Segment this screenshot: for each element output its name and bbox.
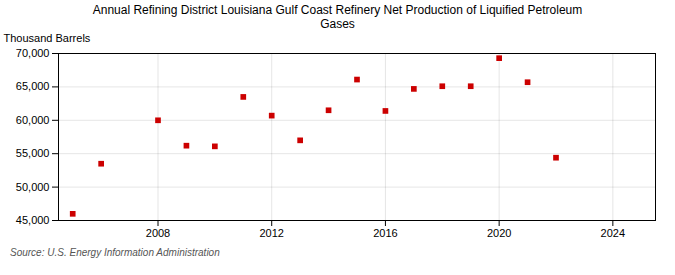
svg-text:2012: 2012 (259, 227, 283, 239)
svg-text:55,000: 55,000 (16, 147, 50, 159)
svg-text:60,000: 60,000 (16, 114, 50, 126)
svg-text:50,000: 50,000 (16, 181, 50, 193)
svg-text:65,000: 65,000 (16, 80, 50, 92)
svg-text:Thousand Barrels: Thousand Barrels (4, 32, 91, 44)
html-text:Source: U.S. Energy Informatio: Source: U.S. Energy Information Administ… (10, 247, 220, 258)
svg-text:2016: 2016 (373, 227, 397, 239)
html-text:Annual Refining District Louis: Annual Refining District Louisiana Gulf … (92, 3, 583, 31)
svg-text:2008: 2008 (146, 227, 170, 239)
svg-text:45,000: 45,000 (16, 214, 50, 226)
svg-text:2020: 2020 (487, 227, 511, 239)
svg-text:70,000: 70,000 (16, 47, 50, 59)
svg-text:2024: 2024 (601, 227, 625, 239)
